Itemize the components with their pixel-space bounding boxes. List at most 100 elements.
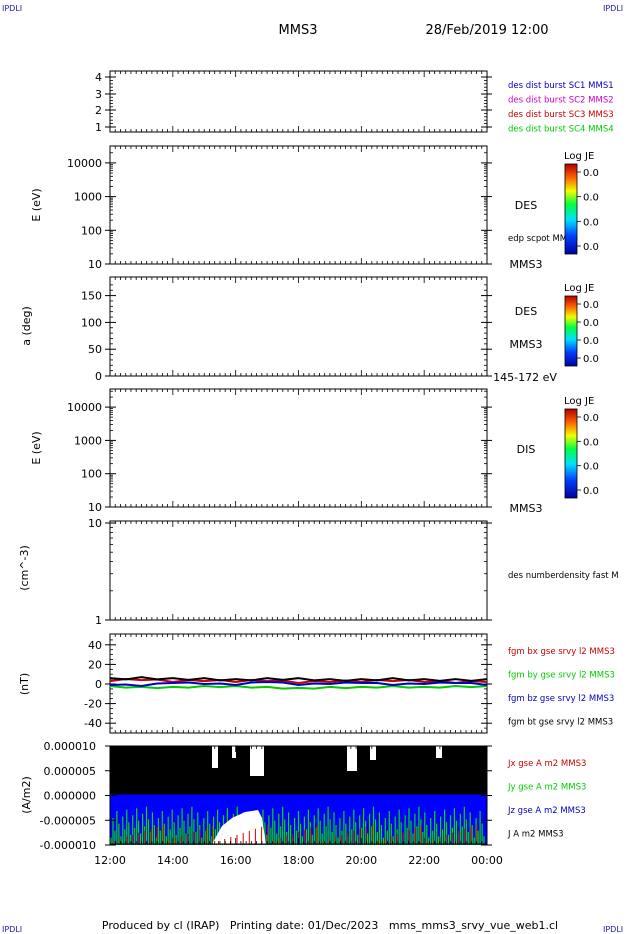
current-total-gap <box>436 746 442 758</box>
date-time-title: 28/Feb/2019 12:00 <box>426 23 549 38</box>
dis-energy-tick-label: 10000 <box>67 401 102 414</box>
bfield-legend-item: fgm bz gse srvy l2 MMS3 <box>508 694 614 704</box>
colorbar-tick-label: 0.0 <box>583 193 599 204</box>
density-tick-label: 1 <box>95 614 102 627</box>
des-pitch-spacecraft-label: MMS3 <box>510 338 543 351</box>
current-legend-item: Jy gse A m2 MMS3 <box>507 783 586 793</box>
bfield-tick-label: 20 <box>88 658 102 671</box>
current-total-gap <box>347 746 357 771</box>
colorbar-tick-label: 0.0 <box>583 413 599 424</box>
time-tick-label: 14:00 <box>157 854 189 867</box>
des-pitch-frame <box>109 276 488 377</box>
density-tick-label: 10 <box>88 517 102 530</box>
bfield-tick-label: 40 <box>88 639 102 652</box>
des-pitch-tick-label: 50 <box>88 343 102 356</box>
des-pitch-ylabel: a (deg) <box>20 306 33 346</box>
colorbar-tick-label: 0.0 <box>583 354 599 365</box>
availability-legend-item: des dist burst SC2 MMS2 <box>508 96 614 106</box>
current-total-gap <box>212 746 218 768</box>
dis-energy-frame <box>109 388 488 508</box>
corner-label-bottom-right: IPDLI <box>603 925 624 934</box>
colorbar-tick-label: 0.0 <box>583 437 599 448</box>
density-frame <box>109 520 488 621</box>
time-tick-label: 22:00 <box>408 854 440 867</box>
des-pitch-tick-label: 0 <box>95 370 102 383</box>
current-tick-label: 0.000010 <box>44 740 97 753</box>
footer-text: Produced by cl (IRAP) Printing date: 01/… <box>102 919 558 932</box>
spacecraft-title: MMS3 <box>279 23 318 38</box>
bfield-legend-item: fgm bx gse srvy l2 MMS3 <box>508 647 615 657</box>
des-energy-species-label: DES <box>515 199 537 212</box>
corner-label-top-left: IPDLI <box>2 4 23 13</box>
current-total-area <box>110 746 487 796</box>
current-total-gap <box>250 746 264 776</box>
current-tick-label: 0.000000 <box>44 790 97 803</box>
colorbar-tick-label: 0.0 <box>583 300 599 311</box>
availability-legend-item: des dist burst SC4 MMS4 <box>508 125 614 135</box>
dis-energy-ylabel: E (eV) <box>30 431 43 464</box>
colorbar-title: Log JE <box>564 151 594 162</box>
bfield-legend-item: fgm bt gse srvy l2 MMS3 <box>508 718 613 728</box>
dis-energy-species-label: DIS <box>517 443 536 456</box>
bfield-series-line <box>109 684 488 690</box>
dis-energy-tick-label: 10 <box>88 501 102 514</box>
corner-label-bottom-left: IPDLI <box>2 925 23 934</box>
time-tick-label: 18:00 <box>283 854 315 867</box>
current-legend-item: Jx gse A m2 MMS3 <box>507 759 586 769</box>
current-tick-label: -0.000010 <box>40 839 96 852</box>
panels-group: 1 2 3 4 des dist burst SC1 MMS1 des dist burs… <box>18 70 619 867</box>
colorbar-tick-label: 0.0 <box>583 318 599 329</box>
bfield-legend-item: fgm by gse srvy l2 MMS3 <box>508 671 615 681</box>
colorbar-tick-label: 0.0 <box>583 336 599 347</box>
colorbar-tick-label: 0.0 <box>583 168 599 179</box>
availability-legend-item: des dist burst SC3 MMS3 <box>508 110 614 120</box>
bfield-tick-label: -20 <box>84 698 102 711</box>
availability-legend-item: des dist burst SC1 MMS1 <box>508 81 614 91</box>
des-energy-spacecraft-label: MMS3 <box>510 258 543 271</box>
current-data-gap <box>212 810 266 844</box>
des-pitch-tick-label: 150 <box>81 290 102 303</box>
dis-energy-spacecraft-label: MMS3 <box>510 502 543 515</box>
bfield-tick-label: 0 <box>95 678 102 691</box>
dis-energy-tick-label: 100 <box>81 468 102 481</box>
time-tick-label: 00:00 <box>471 854 503 867</box>
availability-frame <box>109 70 488 133</box>
availability-tick-label: 2 <box>95 104 102 117</box>
des-energy-tick-label: 100 <box>81 224 102 237</box>
corner-label-top-right: IPDLI <box>603 4 624 13</box>
availability-tick-label: 3 <box>95 88 102 101</box>
bfield-ylabel: (nT) <box>18 673 31 695</box>
availability-tick-label: 4 <box>95 71 102 84</box>
time-tick-label: 16:00 <box>220 854 252 867</box>
density-series-label: des numberdensity fast M <box>508 571 619 581</box>
colorbar-tick-label: 0.0 <box>583 486 599 497</box>
colorbar-tick-label: 0.0 <box>583 217 599 228</box>
colorbar <box>564 295 578 367</box>
dis-energy-tick-label: 1000 <box>74 434 102 447</box>
bfield-series-line <box>109 680 488 688</box>
des-energy-frame <box>109 145 488 265</box>
current-tick-label: -0.000005 <box>40 814 96 827</box>
des-energy-scpot-label: edp scpot MMS3 <box>508 234 578 244</box>
colorbar-title: Log JE <box>564 283 594 294</box>
availability-tick-label: 1 <box>95 121 102 134</box>
des-pitch-tick-label: 100 <box>81 316 102 329</box>
colorbar-tick-label: 0.0 <box>583 242 599 253</box>
current-ylabel: (A/m2) <box>20 776 33 814</box>
des-pitch-species-label: DES <box>515 305 537 318</box>
current-legend-item: J A m2 MMS3 <box>507 830 564 840</box>
colorbar <box>564 163 578 255</box>
time-tick-label: 12:00 <box>94 854 126 867</box>
des-energy-tick-label: 10000 <box>67 157 102 170</box>
time-tick-label: 20:00 <box>345 854 377 867</box>
colorbar <box>564 408 578 499</box>
colorbar-tick-label: 0.0 <box>583 462 599 473</box>
colorbar-title: Log JE <box>564 396 594 407</box>
des-pitch-energy-range: 145-172 eV <box>493 371 557 384</box>
current-total-gap <box>370 746 376 760</box>
current-tick-label: 0.000005 <box>44 765 97 778</box>
des-energy-ylabel: E (eV) <box>30 188 43 221</box>
current-legend-item: Jz gse A m2 MMS3 <box>507 806 586 816</box>
current-total-gap <box>232 746 236 758</box>
